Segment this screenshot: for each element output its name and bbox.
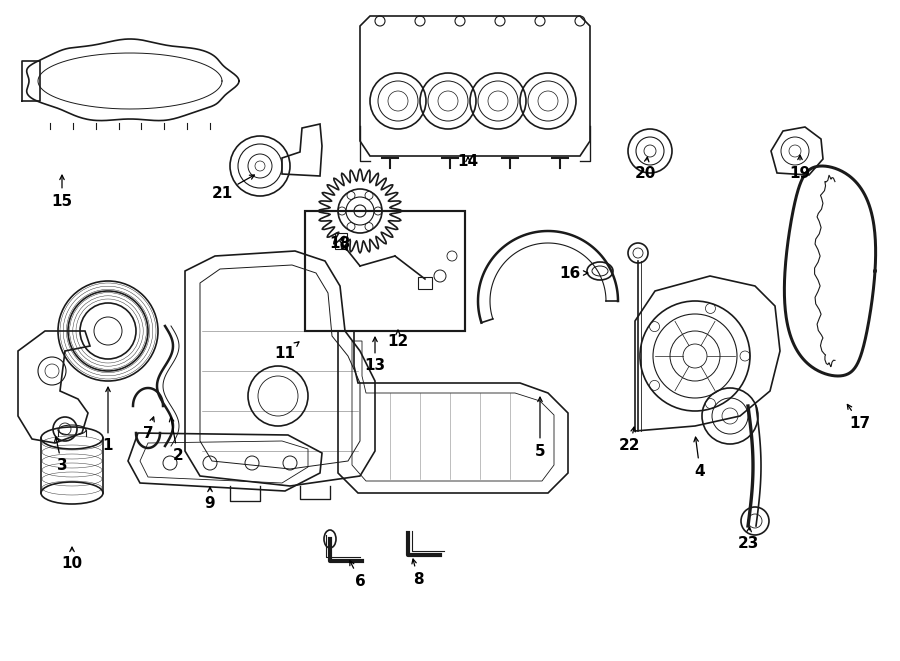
Bar (305, 211, 465, 331)
Text: 1: 1 (103, 387, 113, 453)
Text: 15: 15 (51, 175, 73, 208)
Text: 9: 9 (204, 487, 215, 510)
Text: 8: 8 (412, 559, 423, 586)
Text: 10: 10 (61, 547, 83, 570)
Text: 7: 7 (143, 417, 154, 440)
Text: 22: 22 (619, 427, 641, 453)
Text: 21: 21 (212, 175, 255, 200)
Text: 17: 17 (848, 405, 870, 430)
Text: 16: 16 (560, 266, 588, 280)
Text: 2: 2 (169, 417, 184, 463)
Text: 12: 12 (387, 330, 409, 348)
Text: 4: 4 (694, 437, 706, 479)
Text: 3: 3 (55, 437, 68, 473)
Text: 19: 19 (789, 155, 811, 180)
Text: 20: 20 (634, 157, 656, 180)
Text: 14: 14 (457, 153, 479, 169)
Text: 13: 13 (364, 337, 385, 373)
Text: 23: 23 (737, 527, 759, 551)
Text: 11: 11 (274, 342, 299, 360)
Text: 18: 18 (329, 235, 351, 251)
Bar (335, 233, 347, 249)
Text: 5: 5 (535, 397, 545, 459)
Text: 6: 6 (350, 561, 365, 588)
Bar (418, 277, 432, 289)
